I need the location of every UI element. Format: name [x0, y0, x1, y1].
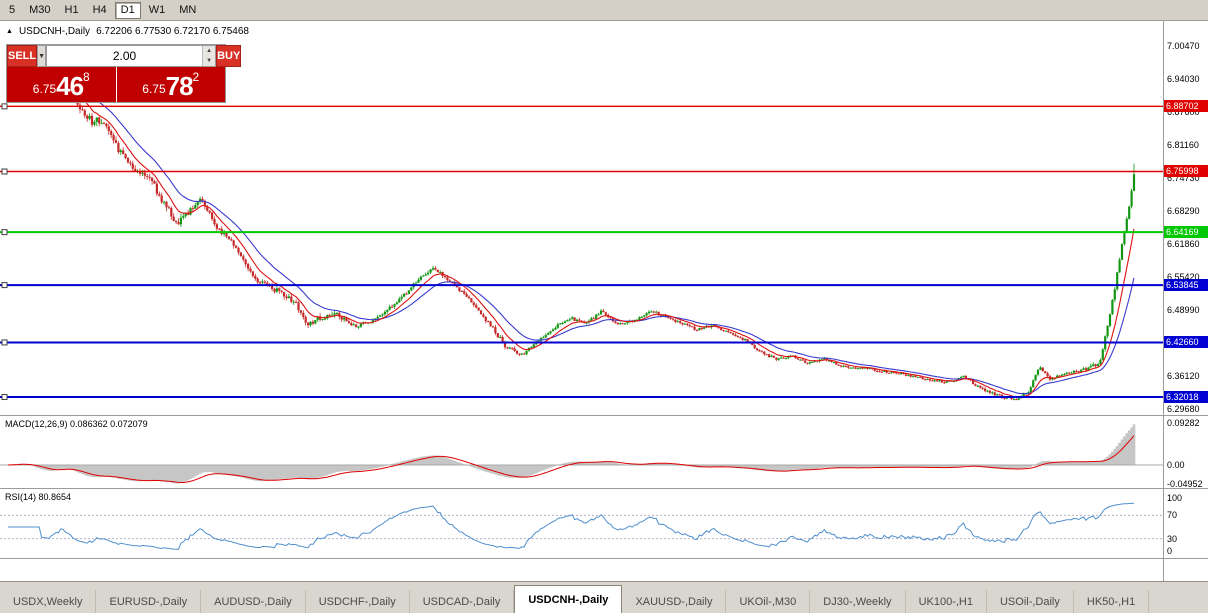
buy-price-pips: 78: [165, 71, 194, 101]
timeframe-toolbar: 5 M30 H1 H4 D1 W1 MN: [0, 0, 1208, 21]
sell-button[interactable]: SELL: [7, 45, 38, 67]
ma-slow-line: [7, 55, 1135, 395]
buy-price-display[interactable]: 6.75 78 2: [116, 67, 225, 102]
macd-indicator-label: MACD(12,26,9) 0.086362 0.072079: [5, 419, 148, 429]
timeframe-button-w1[interactable]: W1: [148, 3, 166, 16]
level-anchor-handle[interactable]: [1, 339, 8, 346]
volume-spinner: ▲ ▼: [202, 46, 216, 66]
chart-symbol-title: USDCNH-,Daily: [18, 26, 91, 37]
timeframe-button-h1[interactable]: H1: [64, 3, 79, 16]
rsi-name: RSI(14): [5, 492, 37, 502]
timeframe-button-mn[interactable]: MN: [179, 3, 197, 16]
buy-button[interactable]: BUY: [216, 45, 242, 67]
level-anchor-handle[interactable]: [1, 229, 8, 236]
trade-controls-row: SELL ▼ ▲ ▼ BUY: [7, 45, 242, 67]
volume-dropdown-button[interactable]: ▼: [37, 45, 47, 67]
macd-histogram: [9, 424, 1136, 484]
collapse-triangle-icon[interactable]: ▲: [6, 28, 13, 35]
sell-price-base: 6.75: [32, 82, 57, 96]
volume-input[interactable]: [47, 46, 203, 66]
tab-eurusd-daily[interactable]: EURUSD-,Daily: [96, 590, 202, 613]
rsi-value: 80.8654: [38, 492, 72, 502]
tab-ukoil-m30[interactable]: UKOil-,M30: [726, 590, 811, 613]
tab-uk100-h1[interactable]: UK100-,H1: [906, 590, 987, 613]
timeframe-button-5[interactable]: 5: [9, 3, 16, 16]
macd-values: 0.086362 0.072079: [70, 419, 148, 429]
macd-signal-line: [7, 435, 1135, 483]
tab-hk50-h1[interactable]: HK50-,H1: [1074, 590, 1150, 613]
sell-price-point: 8: [83, 70, 90, 84]
sell-price-pips: 46: [56, 71, 84, 101]
rsi-indicator-label: RSI(14) 80.8654: [5, 492, 71, 502]
volume-field-wrap: ▲ ▼: [46, 45, 217, 67]
level-anchor-handle[interactable]: [1, 168, 8, 175]
sell-price-display[interactable]: 6.75 46 8: [7, 67, 116, 102]
tab-audusd-daily[interactable]: AUDUSD-,Daily: [201, 590, 306, 613]
bid-ask-display: 6.75 46 8 6.75 78 2: [7, 67, 225, 102]
timeframe-button-d1[interactable]: D1: [114, 1, 141, 19]
tab-dj30-weekly[interactable]: DJ30-,Weekly: [810, 590, 906, 613]
volume-increase-icon[interactable]: ▲: [203, 46, 216, 56]
tab-usdcnh-daily[interactable]: USDCNH-,Daily: [514, 585, 623, 613]
tab-usdchf-daily[interactable]: USDCHF-,Daily: [306, 590, 410, 613]
timeframe-button-h4[interactable]: H4: [92, 3, 107, 16]
tab-usdcad-daily[interactable]: USDCAD-,Daily: [410, 590, 515, 613]
chart-title: ▲ USDCNH-,Daily 6.72206 6.77530 6.72170 …: [6, 26, 249, 37]
ma-fast-line: [7, 53, 1135, 398]
tab-usdx-weekly[interactable]: USDX,Weekly: [0, 590, 97, 613]
tab-usoil-daily[interactable]: USOil-,Daily: [987, 590, 1074, 613]
volume-decrease-icon[interactable]: ▼: [203, 56, 216, 66]
buy-price-point: 2: [192, 70, 200, 84]
chart-ohlc-values: 6.72206 6.77530 6.72170 6.75468: [96, 26, 249, 37]
tab-xauusd-daily[interactable]: XAUUSD-,Daily: [622, 590, 727, 613]
macd-name: MACD(12,26,9): [5, 419, 68, 429]
caret-down-icon: ▼: [38, 52, 46, 60]
rsi-line: [8, 502, 1135, 550]
level-anchor-handle[interactable]: [1, 282, 8, 289]
level-anchor-handle[interactable]: [1, 103, 8, 110]
chart-tab-bar: USDX,Weekly EURUSD-,Daily AUDUSD-,Daily USD…: [0, 581, 1208, 613]
level-anchor-handle[interactable]: [1, 394, 8, 401]
buy-price-base: 6.75: [142, 82, 166, 96]
timeframe-button-m30[interactable]: M30: [29, 3, 51, 16]
